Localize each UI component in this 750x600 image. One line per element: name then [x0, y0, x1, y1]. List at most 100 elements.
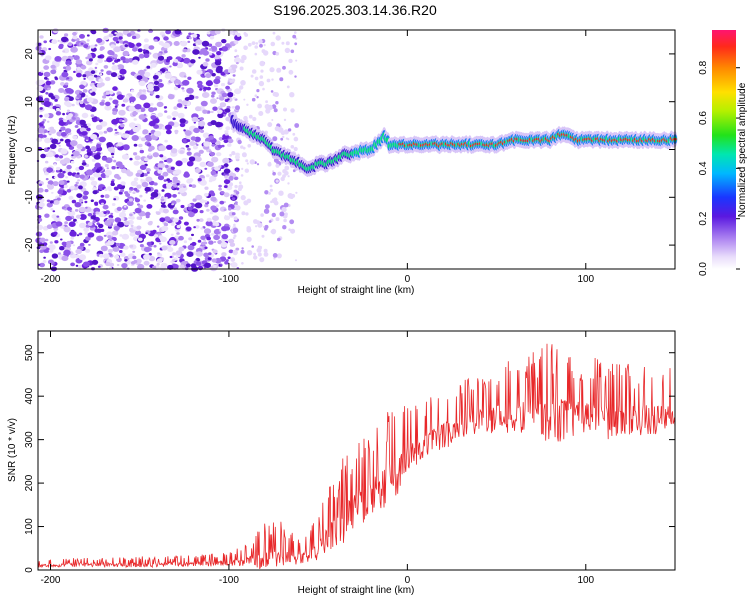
spectrogram-noise-cell	[42, 260, 47, 263]
spectrogram-noise-cell	[90, 29, 96, 34]
spectrogram-noise-cell	[90, 180, 98, 186]
spectrogram-noise-cell	[221, 46, 229, 52]
spectrogram-noise-cell	[87, 222, 93, 226]
spectrogram-noise-cell	[172, 117, 176, 121]
spectrogram-noise-cell	[79, 214, 87, 220]
spectrogram-noise-cell	[56, 197, 61, 201]
spectrogram-noise-cell	[112, 53, 118, 59]
spectrogram-noise-cell	[99, 73, 103, 76]
spectrogram-noise-cell	[148, 153, 152, 156]
spectrogram-noise-cell	[82, 89, 88, 93]
spectrogram-noise-cell	[285, 41, 290, 46]
spectrogram-noise-cell	[216, 51, 222, 56]
spectrogram-noise-cell	[74, 125, 79, 128]
spectrogram-noise-cell	[54, 76, 58, 79]
spectrogram-noise-cell	[205, 220, 213, 227]
spectrogram-noise-cell	[85, 169, 94, 176]
spectrogram-noise-cell	[47, 147, 51, 150]
spectrogram-x-axis: -200 -100 0 100	[40, 30, 595, 285]
spectrogram-noise-cell	[44, 76, 48, 80]
spectrogram-noise-cell	[75, 181, 79, 185]
spectrogram-noise-cell	[261, 49, 266, 54]
spectrogram-noise-cell	[240, 59, 244, 63]
spectrogram-noise-cell	[116, 206, 122, 211]
spectrogram-noise-cell	[114, 128, 118, 132]
spectrogram-noise-cell	[169, 255, 173, 259]
spectrogram-noise-cell	[48, 148, 53, 152]
spectrogram-noise-cell	[176, 187, 180, 191]
spectrogram-noise-cell	[251, 41, 256, 45]
spectrogram-noise-cell	[100, 194, 105, 198]
spectrogram-noise-cell	[53, 200, 60, 205]
spectrogram-noise-cell	[174, 132, 178, 135]
spectrogram-noise-cell	[136, 216, 141, 220]
spectrogram-noise-cell	[76, 72, 82, 78]
spectrogram-noise-cell	[188, 32, 192, 36]
spectrogram-noise-cell	[90, 134, 98, 140]
spectrogram-noise-cell	[64, 221, 68, 225]
spectrogram-noise-cell	[86, 34, 90, 37]
spectrogram-noise-cell	[272, 91, 278, 97]
spectrogram-noise-cell	[95, 62, 99, 66]
spectrogram-noise-cell	[261, 234, 265, 238]
spectrogram-noise-cell	[87, 212, 93, 217]
spectrogram-noise-cell	[122, 50, 130, 57]
spectrogram-noise-cell	[152, 229, 157, 234]
spectrogram-noise-cell	[123, 220, 130, 226]
spectrogram-noise-cell	[115, 161, 123, 167]
spectrogram-noise-cell	[164, 110, 168, 113]
spectrogram-noise-cell	[190, 136, 197, 141]
spectrogram-noise-cell	[136, 75, 143, 80]
spectrogram-noise-cell	[210, 192, 216, 197]
spectrogram-noise-cell	[167, 94, 175, 100]
spectrogram-noise-cell	[295, 259, 297, 262]
spectrogram-noise-cell	[264, 190, 269, 195]
spectrogram-noise-cell	[213, 234, 221, 241]
spectrogram-noise-cell	[96, 82, 103, 88]
spectrogram-noise-cell	[277, 237, 281, 242]
spectrogram-noise-cell	[71, 103, 75, 107]
spectrogram-noise-cell	[156, 101, 164, 108]
spectrogram-noise-cell	[68, 210, 76, 217]
spectrogram-noise-cell	[69, 230, 77, 237]
spectrogram-noise-cell	[153, 130, 162, 137]
spectrogram-noise-cell	[167, 247, 174, 252]
spectrogram-noise-cell	[288, 58, 293, 64]
colorbar-axis: 0.0 0.2 0.4 0.6 0.8	[698, 60, 740, 276]
spectrogram-noise-cell	[173, 79, 181, 86]
spectrogram-noise-cell	[116, 40, 120, 44]
spectrogram-noise-cell	[238, 184, 244, 190]
spectrogram-noise-cell	[52, 181, 59, 187]
spectrogram-noise-cell	[197, 239, 202, 243]
spectrogram-noise-cell	[145, 176, 153, 183]
spectrogram-noise-cell	[185, 60, 189, 64]
spectrogram-noise-cell	[67, 42, 73, 47]
spectrogram-noise-cell	[138, 89, 143, 92]
spectrogram-noise-cell	[199, 129, 205, 133]
spectrogram-noise-cell	[180, 40, 188, 47]
spectrogram-noise-cell	[157, 82, 164, 88]
spectrogram-noise-cell	[128, 198, 133, 202]
spectrogram-noise-cell	[181, 157, 188, 163]
spectrogram-noise-cell	[260, 213, 264, 217]
spectrogram-noise-cell	[217, 112, 224, 119]
spectrogram-noise-cell	[159, 217, 166, 222]
spectrogram-noise-cell	[114, 217, 122, 223]
spectrogram-noise-cell	[115, 131, 118, 134]
spectrogram-noise-cell	[66, 189, 72, 193]
spectrogram-noise-cell	[227, 98, 230, 101]
spectrogram-noise-cell	[235, 205, 241, 211]
spectrogram-noise-cell	[206, 217, 212, 222]
spectrogram-noise-cell	[196, 69, 203, 75]
spectrogram-noise-cell	[163, 106, 168, 109]
spectrogram-noise-cell	[65, 215, 72, 222]
spectrogram-noise-cell	[62, 170, 66, 174]
spectrogram-noise-cell	[75, 264, 79, 267]
y-tick-label: 400	[24, 387, 35, 404]
spectrogram-noise-cell	[233, 57, 242, 64]
spectrogram-noise-cell	[179, 264, 185, 269]
spectrogram-noise-cell	[215, 41, 222, 48]
spectrogram-noise-cell	[132, 47, 138, 52]
spectrogram-noise-cell	[230, 263, 232, 266]
spectrogram-noise-cell	[194, 168, 201, 174]
